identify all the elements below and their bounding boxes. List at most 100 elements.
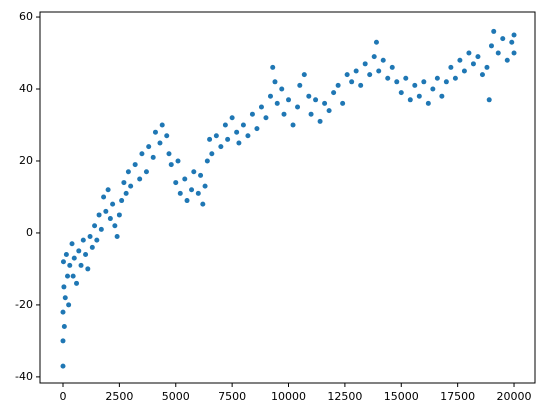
point	[461, 68, 467, 74]
point	[60, 338, 66, 344]
point	[94, 237, 100, 243]
point	[157, 140, 163, 146]
point	[488, 43, 494, 49]
point	[132, 162, 138, 168]
point	[125, 169, 131, 175]
point	[61, 324, 67, 330]
point	[279, 86, 285, 92]
point	[389, 64, 395, 70]
point	[236, 140, 242, 146]
point	[67, 262, 73, 268]
point	[112, 223, 118, 229]
point	[74, 280, 80, 286]
point	[430, 86, 436, 92]
point	[173, 180, 179, 186]
y-tick-label: -40	[15, 370, 33, 383]
point	[313, 97, 319, 103]
point	[335, 82, 341, 88]
point	[184, 198, 190, 204]
point	[182, 176, 188, 182]
point	[119, 198, 125, 204]
point	[267, 93, 273, 99]
point	[159, 122, 165, 128]
point	[340, 100, 346, 106]
point	[504, 57, 510, 63]
point	[317, 118, 323, 124]
point	[272, 79, 278, 85]
point	[290, 122, 296, 128]
point	[376, 68, 382, 74]
point	[204, 158, 210, 164]
point	[452, 75, 458, 81]
point	[128, 183, 134, 189]
point	[175, 158, 181, 164]
point	[407, 97, 413, 103]
point	[439, 93, 445, 99]
point	[121, 180, 127, 186]
point	[491, 28, 497, 34]
point	[114, 234, 120, 240]
y-tick-label: 60	[19, 10, 33, 23]
point	[254, 126, 260, 132]
point	[87, 234, 93, 240]
x-tick-label: 20000	[497, 390, 532, 403]
point	[177, 190, 183, 196]
point	[63, 252, 69, 258]
point	[69, 241, 75, 247]
point	[83, 252, 89, 258]
point	[85, 266, 91, 272]
point	[484, 64, 490, 70]
point	[479, 72, 485, 78]
point	[281, 111, 287, 117]
point	[62, 295, 68, 301]
point	[270, 64, 276, 70]
point	[225, 136, 231, 142]
point	[380, 57, 386, 63]
point	[308, 111, 314, 117]
point	[466, 50, 472, 56]
point	[331, 90, 337, 96]
point	[240, 122, 246, 128]
x-tick-label: 10000	[271, 390, 306, 403]
axes-frame	[39, 11, 536, 384]
x-tick-label: 15000	[384, 390, 419, 403]
point	[71, 255, 77, 261]
point	[475, 54, 481, 60]
point	[78, 262, 84, 268]
point	[362, 61, 368, 67]
point	[229, 115, 235, 121]
point	[495, 50, 501, 56]
point	[295, 104, 301, 110]
point	[189, 187, 195, 193]
point	[105, 187, 111, 193]
point	[110, 201, 116, 207]
point	[509, 39, 515, 45]
point	[209, 151, 215, 157]
point	[213, 133, 219, 139]
point	[358, 82, 364, 88]
point	[263, 115, 269, 121]
y-tick-label: 0	[26, 226, 33, 239]
point	[245, 133, 251, 139]
point	[470, 61, 476, 67]
point	[168, 162, 174, 168]
point	[234, 129, 240, 135]
point	[191, 169, 197, 175]
point	[164, 133, 170, 139]
point	[398, 90, 404, 96]
point	[511, 32, 517, 38]
point	[139, 151, 145, 157]
point	[434, 75, 440, 81]
point	[137, 176, 143, 182]
point	[353, 68, 359, 74]
x-tick-label: 2500	[105, 390, 133, 403]
point	[448, 64, 454, 70]
point	[403, 75, 409, 81]
point	[70, 273, 76, 279]
point	[198, 172, 204, 178]
point	[103, 208, 109, 214]
point	[60, 363, 66, 369]
point	[166, 151, 172, 157]
